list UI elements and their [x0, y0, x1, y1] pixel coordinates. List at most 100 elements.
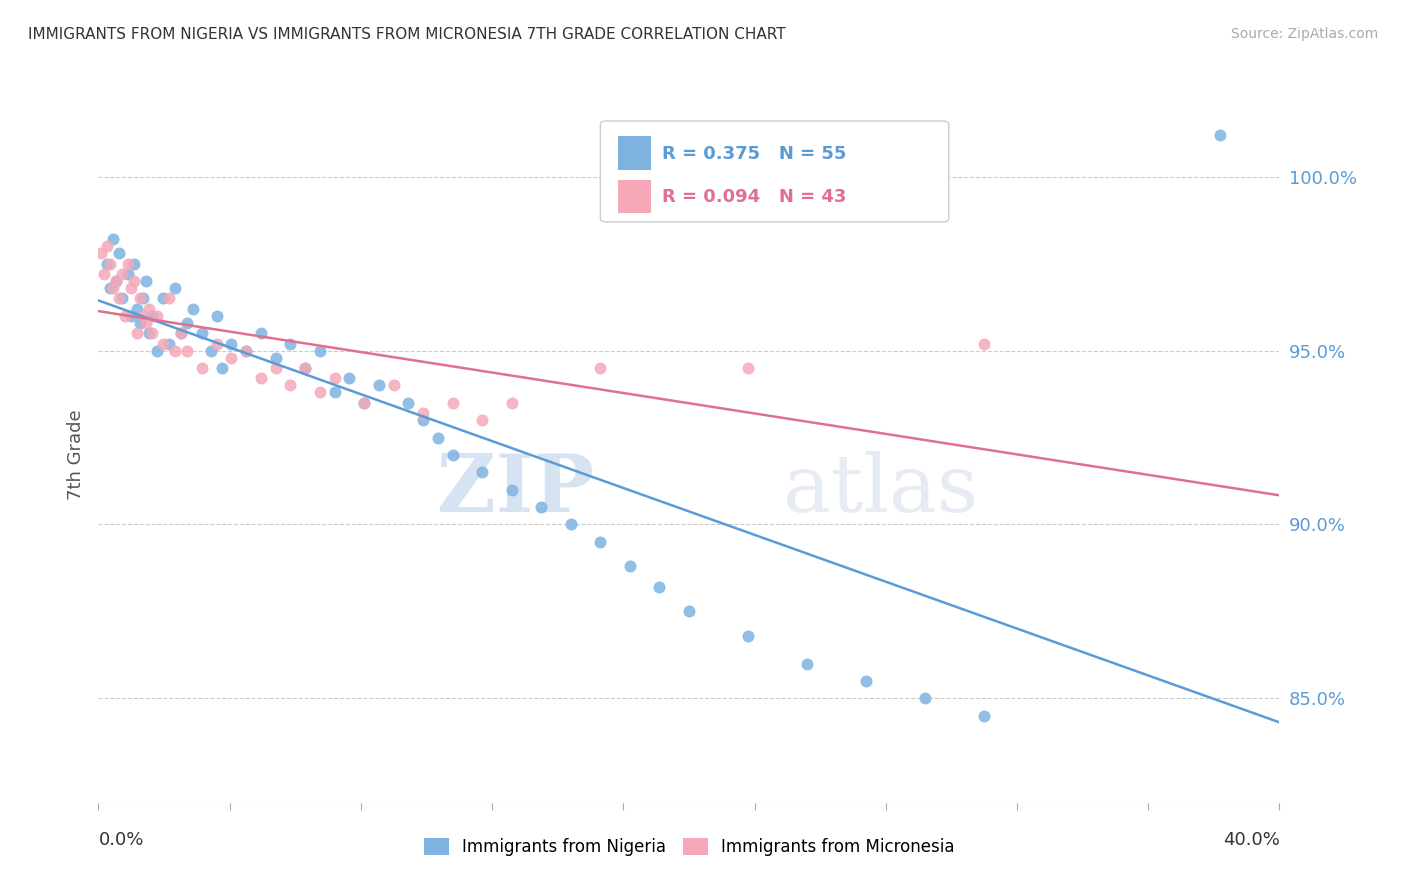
Bar	[619, 136, 651, 169]
Point	[96, 257, 118, 271]
Y-axis label: 7th Grade: 7th Grade	[66, 409, 84, 500]
Point	[309, 343, 332, 358]
Point	[152, 292, 174, 306]
Point	[157, 336, 180, 351]
Point	[120, 281, 142, 295]
Point	[412, 406, 434, 420]
Point	[93, 267, 115, 281]
Text: 0.0%: 0.0%	[98, 830, 143, 848]
Point	[855, 674, 877, 689]
Point	[141, 309, 163, 323]
Point	[205, 309, 228, 323]
Point	[264, 361, 287, 376]
Point	[278, 336, 302, 351]
Point	[250, 371, 273, 385]
Point	[138, 301, 160, 316]
Point	[165, 281, 187, 295]
Point	[353, 396, 375, 410]
Point	[382, 378, 405, 392]
Point	[132, 292, 155, 306]
Point	[471, 466, 494, 480]
Point	[796, 657, 818, 671]
Point	[135, 316, 157, 330]
Point	[176, 343, 198, 358]
Point	[219, 336, 243, 351]
Point	[176, 316, 198, 330]
Point	[441, 448, 464, 462]
Point	[294, 361, 316, 376]
Point	[294, 361, 316, 376]
Point	[132, 309, 155, 323]
Point	[219, 351, 243, 365]
Point	[560, 517, 582, 532]
Point	[111, 267, 134, 281]
Point	[122, 257, 145, 271]
Point	[205, 336, 228, 351]
Text: ZIP: ZIP	[437, 450, 595, 529]
Point	[678, 605, 700, 619]
Point	[530, 500, 553, 515]
Point	[323, 371, 346, 385]
Point	[501, 483, 523, 497]
Bar	[619, 180, 651, 213]
Point	[191, 361, 214, 376]
Point	[117, 267, 139, 281]
FancyBboxPatch shape	[600, 121, 949, 222]
Point	[152, 336, 174, 351]
Text: atlas: atlas	[783, 450, 979, 529]
Point	[278, 378, 302, 392]
Point	[108, 292, 131, 306]
Point	[157, 292, 180, 306]
Point	[90, 246, 112, 260]
Point	[396, 396, 419, 410]
Point	[165, 343, 187, 358]
Point	[648, 580, 671, 594]
Point	[146, 343, 169, 358]
Point	[737, 629, 759, 643]
Point	[501, 396, 523, 410]
Point	[105, 274, 128, 288]
Point	[368, 378, 391, 392]
Point	[114, 309, 136, 323]
Point	[337, 371, 360, 385]
Point	[973, 709, 995, 723]
Point	[471, 413, 494, 427]
Point	[125, 301, 148, 316]
Point	[122, 274, 145, 288]
Text: R = 0.094   N = 43: R = 0.094 N = 43	[662, 188, 846, 206]
Point	[170, 326, 193, 341]
Point	[353, 396, 375, 410]
Point	[250, 326, 273, 341]
Point	[120, 309, 142, 323]
Point	[200, 343, 222, 358]
Legend: Immigrants from Nigeria, Immigrants from Micronesia: Immigrants from Nigeria, Immigrants from…	[415, 830, 963, 864]
Point	[589, 535, 612, 549]
Text: IMMIGRANTS FROM NIGERIA VS IMMIGRANTS FROM MICRONESIA 7TH GRADE CORRELATION CHAR: IMMIGRANTS FROM NIGERIA VS IMMIGRANTS FR…	[28, 27, 786, 42]
Point	[105, 274, 128, 288]
Point	[1209, 128, 1232, 142]
Point	[973, 336, 995, 351]
Text: 40.0%: 40.0%	[1223, 830, 1279, 848]
Point	[589, 361, 612, 376]
Point	[125, 326, 148, 341]
Point	[235, 343, 257, 358]
Point	[138, 326, 160, 341]
Point	[914, 691, 936, 706]
Point	[103, 281, 125, 295]
Point	[108, 246, 131, 260]
Point	[170, 326, 193, 341]
Point	[135, 274, 157, 288]
Point	[412, 413, 434, 427]
Point	[309, 385, 332, 400]
Point	[117, 257, 139, 271]
Point	[235, 343, 257, 358]
Point	[181, 301, 204, 316]
Point	[96, 239, 118, 253]
Point	[191, 326, 214, 341]
Point	[264, 351, 287, 365]
Point	[128, 292, 150, 306]
Text: R = 0.375   N = 55: R = 0.375 N = 55	[662, 145, 846, 162]
Point	[141, 326, 163, 341]
Text: Source: ZipAtlas.com: Source: ZipAtlas.com	[1230, 27, 1378, 41]
Point	[619, 559, 641, 574]
